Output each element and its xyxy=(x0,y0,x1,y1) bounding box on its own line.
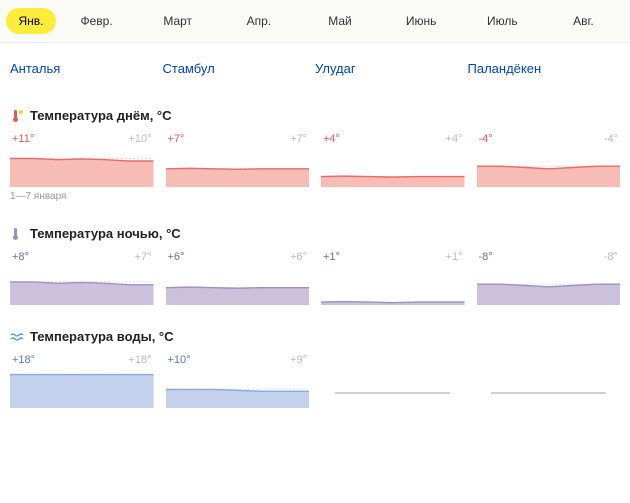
month-tabs: Янв.Февр.МартАпр.МайИюньИюльАвг. xyxy=(0,0,630,43)
sparkline-chart xyxy=(321,253,465,305)
value-label-start: +1° xyxy=(323,251,340,263)
value-label-start: +8° xyxy=(12,251,29,263)
value-label-end: +1° xyxy=(446,251,463,263)
section-title-text: Температура воды, °C xyxy=(30,329,174,344)
section-title-text: Температура днём, °C xyxy=(30,108,172,123)
sparkline-cell: +8° +7° xyxy=(10,253,154,305)
value-label-start: +11° xyxy=(12,133,34,145)
temp-section-day: Температура днём, °C+11°+10° +7°+7° +4°+… xyxy=(0,108,630,220)
value-label-end: +6° xyxy=(290,251,307,263)
value-label-end: +18° xyxy=(128,354,151,366)
section-title: Температура воды, °C xyxy=(10,329,620,344)
nodata-line xyxy=(335,392,450,394)
value-label-end: -4° xyxy=(604,133,618,145)
value-label-start: +10° xyxy=(168,354,191,366)
sparkline-row: +18° +18° +10° +9° xyxy=(10,356,620,408)
value-label-start: +4° xyxy=(323,133,340,145)
city-link[interactable]: Стамбул xyxy=(163,61,316,76)
sparkline-chart xyxy=(477,135,621,187)
month-tab[interactable]: Март xyxy=(137,8,218,34)
sparkline-cell xyxy=(321,356,465,408)
city-link[interactable]: Анталья xyxy=(10,61,163,76)
city-link[interactable]: Паландёкен xyxy=(468,61,621,76)
month-tab[interactable]: Авг. xyxy=(543,8,624,34)
value-label-start: -4° xyxy=(479,133,493,145)
sparkline-cell: +4° +4° xyxy=(321,135,465,187)
sparkline-row: +11° +10° +7° +7° +4° +4° -4° -4° xyxy=(10,135,620,187)
value-label-start: -8° xyxy=(479,251,493,263)
sparkline-cell: +18° +18° xyxy=(10,356,154,408)
sparkline-cell: +10° +9° xyxy=(166,356,310,408)
sparkline-cell: +1° +1° xyxy=(321,253,465,305)
sparkline-cell: +11° +10° xyxy=(10,135,154,187)
sparkline-cell: -4° -4° xyxy=(477,135,621,187)
value-label-end: +9° xyxy=(290,354,307,366)
sparkline-chart xyxy=(10,253,154,305)
value-label-start: +7° xyxy=(168,133,185,145)
waves-icon xyxy=(10,330,24,344)
month-tab[interactable]: Апр. xyxy=(218,8,299,34)
value-label-end: +10° xyxy=(128,133,151,145)
month-tab[interactable]: Февр. xyxy=(56,8,137,34)
city-links: АнтальяСтамбулУлудагПаландёкен xyxy=(0,43,630,102)
city-link[interactable]: Улудаг xyxy=(315,61,468,76)
month-tab[interactable]: Май xyxy=(299,8,380,34)
section-title-text: Температура ночью, °C xyxy=(30,226,181,241)
nodata-line xyxy=(491,392,606,394)
section-title: Температура ночью, °C xyxy=(10,226,620,241)
section-title: Температура днём, °C xyxy=(10,108,620,123)
value-label-end: +7° xyxy=(135,251,152,263)
date-range-caption: 1—7 января xyxy=(10,191,620,202)
sparkline-cell: +7° +7° xyxy=(166,135,310,187)
value-label-end: +7° xyxy=(290,133,307,145)
value-label-end: +4° xyxy=(446,133,463,145)
month-tab[interactable]: Июль xyxy=(462,8,543,34)
value-label-start: +6° xyxy=(168,251,185,263)
sparkline-chart xyxy=(166,253,310,305)
value-label-start: +18° xyxy=(12,354,35,366)
sparkline-row: +8° +7° +6° +6° +1° +1° -8° -8° xyxy=(10,253,620,305)
sparkline-cell xyxy=(477,356,621,408)
temp-section-night: Температура ночью, °C+8°+7° +6°+6° +1°+1… xyxy=(0,226,630,323)
thermometer-moon-icon xyxy=(10,227,24,241)
value-label-end: -8° xyxy=(604,251,618,263)
month-tab[interactable]: Июнь xyxy=(381,8,462,34)
thermometer-sun-icon xyxy=(10,109,24,123)
sparkline-chart xyxy=(321,135,465,187)
sparkline-chart xyxy=(477,253,621,305)
temp-section-water: Температура воды, °C +18° +18° +10° +9° xyxy=(0,329,630,426)
sparkline-cell: -8° -8° xyxy=(477,253,621,305)
sparkline-chart xyxy=(166,135,310,187)
month-tab[interactable]: Янв. xyxy=(6,8,56,34)
sparkline-cell: +6° +6° xyxy=(166,253,310,305)
